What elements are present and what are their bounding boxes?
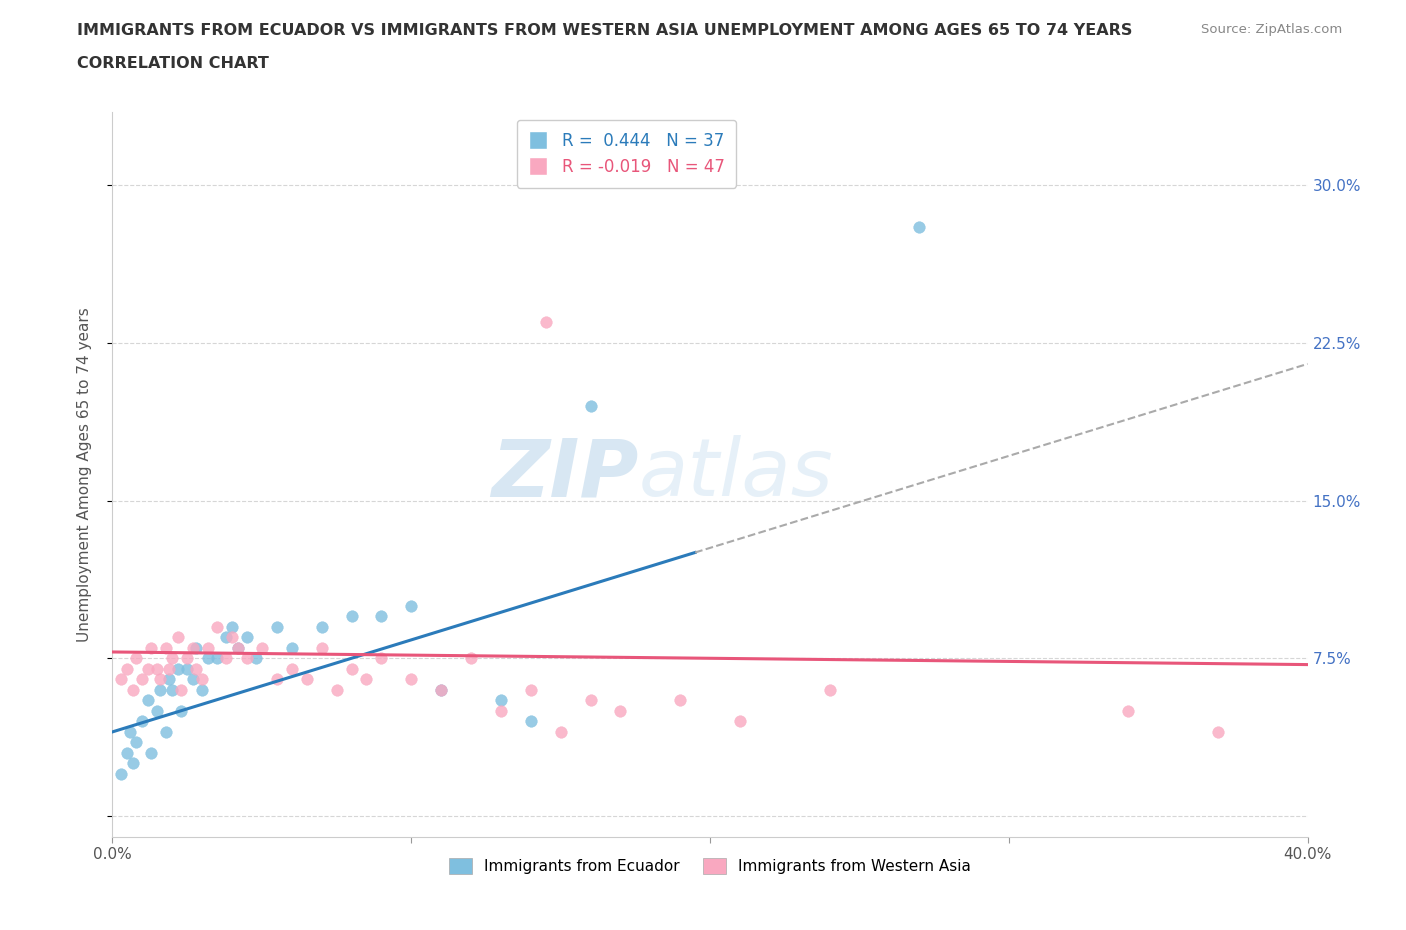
Point [266, 619, 288, 634]
Point [141, 641, 163, 656]
Point [370, 651, 392, 666]
Point [340, 661, 363, 676]
Point [141, 746, 163, 761]
Point [215, 651, 238, 666]
Point [311, 641, 333, 656]
Point [520, 714, 543, 729]
Point [122, 756, 145, 771]
Point [120, 724, 142, 739]
Point [226, 641, 249, 656]
Point [197, 651, 219, 666]
Point [176, 651, 198, 666]
Point [281, 641, 304, 656]
Point [170, 683, 193, 698]
Point [122, 683, 145, 698]
Point [205, 651, 228, 666]
Point [110, 671, 132, 686]
Text: IMMIGRANTS FROM ECUADOR VS IMMIGRANTS FROM WESTERN ASIA UNEMPLOYMENT AMONG AGES : IMMIGRANTS FROM ECUADOR VS IMMIGRANTS FR… [77, 23, 1133, 38]
Point [186, 641, 208, 656]
Point [520, 683, 543, 698]
Point [138, 693, 160, 708]
Point [728, 714, 751, 729]
Point [311, 619, 333, 634]
Point [401, 671, 423, 686]
Point [534, 314, 557, 329]
Point [191, 671, 214, 686]
Point [221, 630, 243, 644]
Point [162, 683, 183, 698]
Point [250, 641, 273, 656]
Point [176, 661, 198, 676]
Point [325, 683, 347, 698]
Point [370, 609, 392, 624]
Point [245, 651, 267, 666]
Point [356, 671, 378, 686]
Point [818, 683, 841, 698]
Point [401, 598, 423, 613]
Point [489, 703, 512, 718]
Point [131, 714, 153, 729]
Point [236, 651, 259, 666]
Point [186, 661, 208, 676]
Point [221, 619, 243, 634]
Point [146, 661, 169, 676]
Point [579, 693, 602, 708]
Text: CORRELATION CHART: CORRELATION CHART [77, 56, 269, 71]
Point [609, 703, 631, 718]
Y-axis label: Unemployment Among Ages 65 to 74 years: Unemployment Among Ages 65 to 74 years [77, 307, 91, 642]
Point [340, 609, 363, 624]
Point [281, 661, 304, 676]
Legend: Immigrants from Ecuador, Immigrants from Western Asia: Immigrants from Ecuador, Immigrants from… [443, 852, 977, 880]
Point [110, 766, 132, 781]
Point [205, 619, 228, 634]
Point [167, 661, 190, 676]
Point [295, 671, 318, 686]
Point [266, 671, 288, 686]
Point [117, 661, 139, 676]
Point [125, 651, 148, 666]
Point [131, 671, 153, 686]
Point [125, 735, 148, 750]
Point [197, 641, 219, 656]
Point [157, 661, 180, 676]
Point [908, 219, 931, 234]
Point [215, 630, 238, 644]
Point [149, 683, 172, 698]
Text: atlas: atlas [638, 435, 834, 513]
Point [1206, 724, 1229, 739]
Point [138, 661, 160, 676]
Point [181, 671, 204, 686]
Point [149, 671, 172, 686]
Point [550, 724, 572, 739]
Point [170, 703, 193, 718]
Point [460, 651, 482, 666]
Point [1118, 703, 1140, 718]
Point [181, 641, 204, 656]
Point [669, 693, 692, 708]
Point [430, 683, 453, 698]
Point [117, 746, 139, 761]
Point [155, 641, 177, 656]
Point [162, 651, 183, 666]
Point [226, 641, 249, 656]
Text: Source: ZipAtlas.com: Source: ZipAtlas.com [1202, 23, 1343, 36]
Point [489, 693, 512, 708]
Text: ZIP: ZIP [491, 435, 638, 513]
Point [157, 671, 180, 686]
Point [167, 630, 190, 644]
Point [191, 683, 214, 698]
Point [430, 683, 453, 698]
Point [146, 703, 169, 718]
Point [579, 399, 602, 414]
Point [236, 630, 259, 644]
Point [155, 724, 177, 739]
